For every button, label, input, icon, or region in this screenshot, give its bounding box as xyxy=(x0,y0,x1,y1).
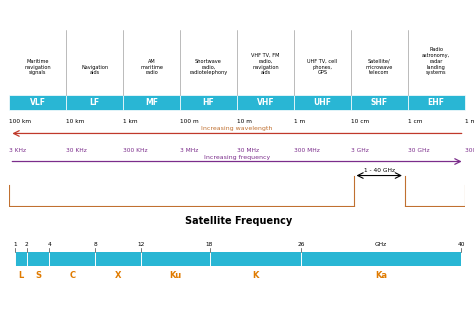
Text: K: K xyxy=(252,270,258,280)
Text: Satellite/
microwave
telecom: Satellite/ microwave telecom xyxy=(365,59,393,75)
Text: MF: MF xyxy=(145,98,158,107)
Text: 26: 26 xyxy=(297,242,305,247)
Text: GHz: GHz xyxy=(375,242,387,247)
Text: 300 MHz: 300 MHz xyxy=(294,148,320,153)
Bar xyxy=(9,95,66,110)
Text: 1 m: 1 m xyxy=(294,120,305,125)
Text: 100 m: 100 m xyxy=(180,120,199,125)
Text: 30 GHz: 30 GHz xyxy=(408,148,429,153)
Text: 30 KHz: 30 KHz xyxy=(66,148,87,153)
Text: 18: 18 xyxy=(206,242,213,247)
Bar xyxy=(294,95,351,110)
Bar xyxy=(66,95,123,110)
Text: 40: 40 xyxy=(457,242,465,247)
Text: Navigation
aids: Navigation aids xyxy=(81,64,109,75)
Text: VLF: VLF xyxy=(30,98,46,107)
Text: Increasing frequency: Increasing frequency xyxy=(204,155,270,160)
Bar xyxy=(180,95,237,110)
Text: 1 km: 1 km xyxy=(123,120,138,125)
Text: Satellite Frequency: Satellite Frequency xyxy=(184,216,292,226)
Text: Ka: Ka xyxy=(375,270,387,280)
Text: 3 GHz: 3 GHz xyxy=(351,148,369,153)
Text: Ku: Ku xyxy=(169,270,182,280)
Text: 2: 2 xyxy=(25,242,28,247)
Text: 300 GHz: 300 GHz xyxy=(465,148,474,153)
Text: S: S xyxy=(35,270,41,280)
Text: EHF: EHF xyxy=(428,98,445,107)
Text: 10 cm: 10 cm xyxy=(351,120,369,125)
Text: 1 - 40 GHz: 1 - 40 GHz xyxy=(364,168,395,173)
Text: 1: 1 xyxy=(13,242,17,247)
Text: 1 mm: 1 mm xyxy=(465,120,474,125)
Text: LF: LF xyxy=(90,98,100,107)
Text: VHF: VHF xyxy=(256,98,274,107)
Bar xyxy=(408,95,465,110)
Text: Maritime
navigation
signals: Maritime navigation signals xyxy=(25,59,51,75)
Text: 3 KHz: 3 KHz xyxy=(9,148,27,153)
Text: Increasing wavelength: Increasing wavelength xyxy=(201,126,273,131)
Bar xyxy=(15,252,461,266)
Text: 4: 4 xyxy=(47,242,51,247)
Text: SHF: SHF xyxy=(371,98,388,107)
Text: 30 MHz: 30 MHz xyxy=(237,148,259,153)
Text: C: C xyxy=(69,270,75,280)
Text: 100 km: 100 km xyxy=(9,120,32,125)
Text: X: X xyxy=(115,270,121,280)
Text: Shortwave
radio,
radiotelephony: Shortwave radio, radiotelephony xyxy=(190,59,228,75)
Text: 300 KHz: 300 KHz xyxy=(123,148,148,153)
Bar xyxy=(351,95,408,110)
Text: L: L xyxy=(18,270,24,280)
Bar xyxy=(123,95,180,110)
Text: 8: 8 xyxy=(93,242,97,247)
Text: HF: HF xyxy=(203,98,214,107)
Text: VHF TV, FM
radio,
navigation
aids: VHF TV, FM radio, navigation aids xyxy=(251,53,280,75)
Text: Radio
astronomy,
radar
landing
systems: Radio astronomy, radar landing systems xyxy=(422,47,450,75)
Bar xyxy=(237,95,294,110)
Text: 12: 12 xyxy=(137,242,145,247)
Text: UHF TV, cell
phones,
GPS: UHF TV, cell phones, GPS xyxy=(307,59,337,75)
Text: AM
maritime
radio: AM maritime radio xyxy=(140,59,163,75)
Text: UHF: UHF xyxy=(313,98,331,107)
Text: 1 cm: 1 cm xyxy=(408,120,422,125)
Text: 10 km: 10 km xyxy=(66,120,85,125)
Text: 3 MHz: 3 MHz xyxy=(180,148,199,153)
Text: 10 m: 10 m xyxy=(237,120,252,125)
